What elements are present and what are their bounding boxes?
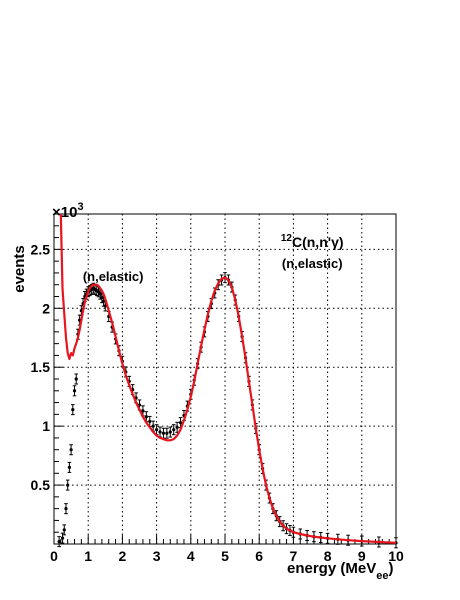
x-axis-label-close: ) xyxy=(388,560,393,577)
data-point xyxy=(100,296,104,300)
x-axis-label-main: energy (MeV xyxy=(287,560,376,577)
data-point xyxy=(66,483,70,487)
annotation-carbon-12-superscript: 12 xyxy=(281,233,293,244)
data-point xyxy=(71,408,75,412)
y-tick-label: 1 xyxy=(42,418,50,434)
data-point xyxy=(158,430,162,434)
x-axis-label: energy (MeVee) xyxy=(287,560,393,582)
annotation-carbon-12: 12C(n,n'γ) xyxy=(281,233,344,250)
data-point xyxy=(175,425,179,429)
data-point xyxy=(69,448,73,452)
x-tick-label: 7 xyxy=(290,548,298,564)
x-tick-label: 8 xyxy=(324,548,332,564)
labels: ×103 events energy (MeVee) (n,elastic) 1… xyxy=(11,201,393,582)
x-tick-label: 10 xyxy=(388,548,404,564)
x-axis-label-subscript: ee xyxy=(376,570,388,582)
y-multiplier-exponent: 3 xyxy=(77,201,83,213)
grid xyxy=(54,214,396,544)
y-multiplier: ×103 xyxy=(52,201,84,221)
data-point xyxy=(148,419,152,424)
x-tick-label: 6 xyxy=(255,548,263,564)
data-point xyxy=(74,377,78,381)
annotation-n-elastic-left: (n,elastic) xyxy=(83,269,144,284)
data-point xyxy=(155,428,159,432)
y-tick-label: 2 xyxy=(42,300,50,316)
data-point xyxy=(57,540,61,544)
data-point xyxy=(60,536,65,540)
y-tick-label: 1.5 xyxy=(31,359,51,375)
y-multiplier-base: ×10 xyxy=(52,204,77,221)
data-point xyxy=(141,409,145,413)
y-tick-label: 0.5 xyxy=(31,477,51,493)
data-point xyxy=(178,421,183,425)
axis-ticks: 0 1 2 3 4 5 6 7 8 9 100.511.522.5 xyxy=(31,225,404,564)
data-point xyxy=(165,431,169,435)
x-tick-label: 3 xyxy=(153,548,161,564)
data-point xyxy=(64,507,68,511)
annotation-carbon-12-text: C(n,n'γ) xyxy=(292,234,344,250)
x-tick-label: 1 xyxy=(84,548,92,564)
data-point xyxy=(67,465,71,469)
data-point xyxy=(96,290,101,294)
y-axis-label: events xyxy=(11,245,28,293)
data-point xyxy=(144,415,148,419)
annotation-n-elastic-right: (n,elastic) xyxy=(282,256,343,271)
y-tick-label: 2.5 xyxy=(31,241,51,257)
red-series-line xyxy=(59,213,397,544)
data-point xyxy=(168,430,172,434)
data-point xyxy=(151,424,155,428)
data-point xyxy=(72,389,77,393)
data-point xyxy=(98,292,102,296)
data-point xyxy=(62,528,66,532)
x-tick-label: 0 xyxy=(50,548,58,564)
data-point xyxy=(161,431,166,435)
data-point xyxy=(172,428,176,432)
x-tick-label: 4 xyxy=(187,548,195,564)
x-tick-label: 5 xyxy=(221,548,229,564)
x-tick-label: 9 xyxy=(358,548,366,564)
data-series xyxy=(57,213,398,549)
x-tick-label: 2 xyxy=(119,548,127,564)
